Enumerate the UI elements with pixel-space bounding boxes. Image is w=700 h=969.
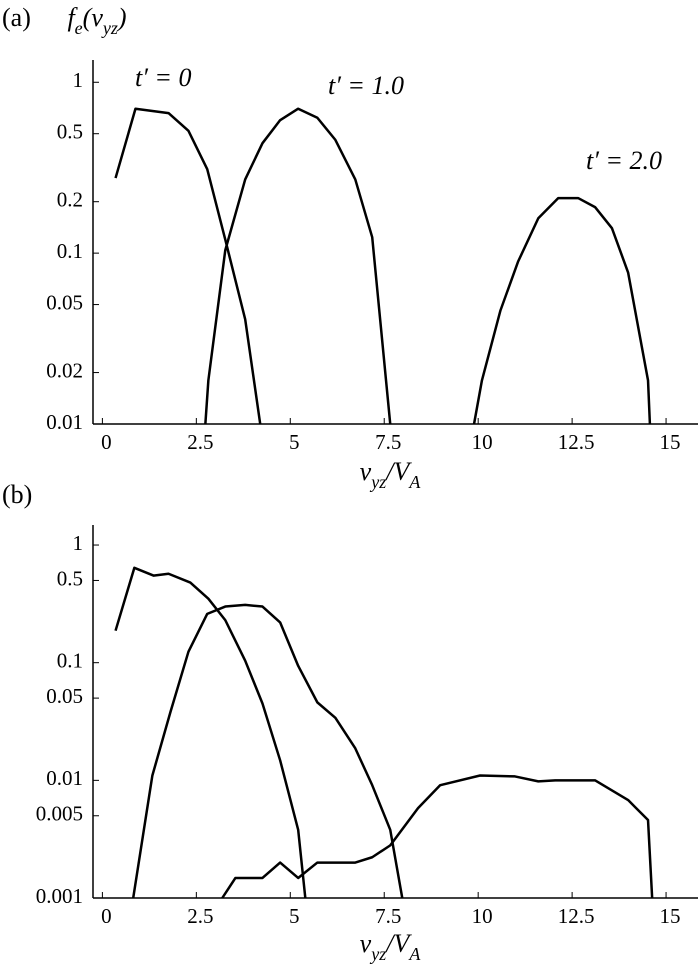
x-tick-label: 12.5 <box>558 904 595 928</box>
y-tick-label: 0.1 <box>57 239 83 263</box>
x-tick-label: 15 <box>660 904 681 928</box>
x-axis-label-part: yz <box>369 944 386 964</box>
y-tick-label: 1 <box>73 531 84 555</box>
x-axis-label-part: A <box>408 944 421 964</box>
y-tick-label: 0.2 <box>57 188 83 212</box>
data-line <box>472 196 652 425</box>
x-axis-label: vyz/VA <box>360 457 422 492</box>
x-axis-label: vyz/VA <box>360 929 422 964</box>
y-axis-label-part: (v <box>83 3 104 32</box>
x-axis-label-part: v <box>360 929 372 958</box>
y-tick-label: 0.5 <box>57 120 83 144</box>
y-axis-label-part: ) <box>116 3 127 32</box>
annotation: t′ = 0 <box>135 63 191 92</box>
y-tick-label: 0.05 <box>46 290 83 314</box>
x-axis-label-part: A <box>408 472 421 492</box>
panel-label: (a) <box>2 3 31 32</box>
data-line <box>114 566 307 899</box>
panel-label: (b) <box>2 480 32 509</box>
x-tick-label: 5 <box>289 430 300 454</box>
x-axis-label-part: /V <box>384 929 412 958</box>
y-axis-label-part: f <box>67 3 78 32</box>
x-tick-label: 2.5 <box>187 430 213 454</box>
y-tick-label: 1 <box>73 68 84 92</box>
data-line <box>221 774 654 899</box>
data-line <box>131 603 404 899</box>
x-tick-label: 12.5 <box>558 430 595 454</box>
x-tick-label: 0 <box>101 430 112 454</box>
x-tick-label: 7.5 <box>375 430 401 454</box>
x-tick-label: 0 <box>101 904 112 928</box>
x-tick-label: 7.5 <box>375 904 401 928</box>
y-tick-label: 0.01 <box>46 766 83 790</box>
y-tick-label: 0.005 <box>36 802 83 826</box>
x-axis-label-part: /V <box>384 457 412 486</box>
y-axis-label: fe(vyz) <box>67 3 126 38</box>
y-tick-label: 0.02 <box>46 358 83 382</box>
x-tick-label: 2.5 <box>187 904 213 928</box>
x-tick-label: 15 <box>660 430 681 454</box>
x-tick-label: 10 <box>472 904 493 928</box>
x-axis-label-part: v <box>360 457 372 486</box>
y-tick-label: 0.1 <box>57 649 83 673</box>
x-tick-label: 10 <box>472 430 493 454</box>
y-tick-label: 0.01 <box>46 410 83 434</box>
annotation: t′ = 2.0 <box>586 146 662 175</box>
y-tick-label: 0.001 <box>36 884 83 908</box>
y-tick-label: 0.05 <box>46 684 83 708</box>
y-axis-label-part: e <box>75 18 83 38</box>
y-tick-label: 0.5 <box>57 566 83 590</box>
data-line <box>204 107 392 425</box>
data-line <box>114 107 262 425</box>
annotation: t′ = 1.0 <box>328 71 404 100</box>
y-axis-label-part: yz <box>101 18 118 38</box>
x-axis-label-part: yz <box>369 472 386 492</box>
x-tick-label: 5 <box>289 904 300 928</box>
